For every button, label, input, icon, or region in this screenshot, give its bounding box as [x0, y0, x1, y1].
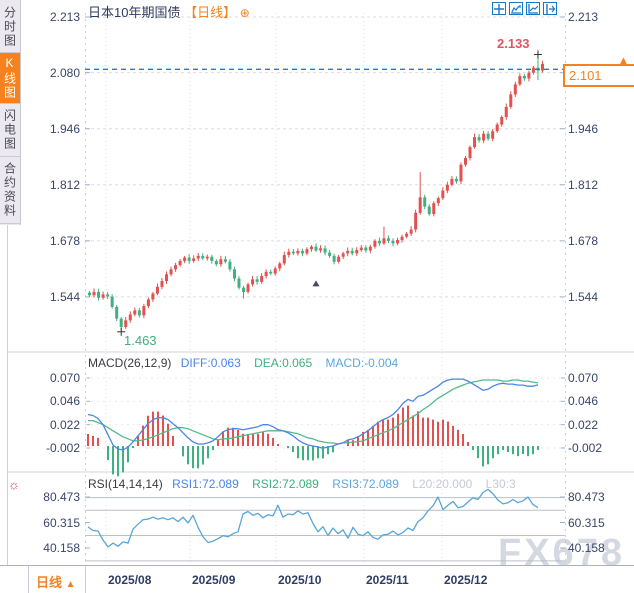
time-axis-bar: 日线 ▲ 2025/08 2025/09 2025/10 2025/11 202…	[0, 565, 634, 593]
y-axis-label: 80.473	[43, 490, 80, 504]
y-axis-label: 1.946	[49, 121, 80, 136]
y-axis-label: 60.315	[568, 515, 605, 530]
x-axis-date: 2025/12	[444, 573, 488, 587]
x-axis-date: 2025/11	[366, 573, 409, 587]
chart-toolbar	[492, 2, 557, 15]
last-price-tag: 2.101	[563, 64, 634, 87]
period-arrow-icon: ▲	[65, 579, 76, 590]
macd-name: MACD(26,12,9)	[88, 356, 172, 370]
y-axis-label: 80.473	[568, 490, 605, 504]
y-axis-label: 0.046	[568, 394, 599, 409]
high-price-label: 2.133	[497, 36, 530, 51]
macd-dea-value: DEA:0.065	[254, 356, 313, 370]
indicator-settings-icon[interactable]: ☼	[8, 477, 20, 492]
y-axis-label: 2.213	[568, 10, 599, 24]
sidebar-tab-kline[interactable]: K线图	[0, 53, 20, 104]
rsi2-value: RSI2:72.089	[252, 477, 319, 491]
y-axis-label: 0.070	[568, 371, 599, 385]
sidebar-tab-lightning[interactable]: 闪电图	[0, 104, 20, 157]
sidebar-tab-label: 分时图	[2, 6, 17, 48]
rsi-name: RSI(14,14,14)	[88, 477, 163, 491]
y-axis-label: 0.070	[49, 371, 80, 385]
y-axis-label: 1.678	[49, 233, 80, 248]
axis-chart-icon[interactable]	[526, 2, 540, 15]
rsi1-value: RSI1:72.089	[172, 477, 239, 491]
y-axis-label: 0.022	[568, 417, 599, 432]
sidebar-tab-timeshare[interactable]: 分时图	[0, 2, 20, 53]
left-edge-divider	[7, 225, 8, 593]
sidebar-tab-label: 合约资料	[2, 162, 17, 218]
y-axis-label: 2.080	[49, 65, 80, 80]
sidebar: 分时图 K线图 闪电图 合约资料	[0, 0, 21, 225]
rsi-l30-value: L30:3	[485, 477, 516, 491]
y-axis-label: 40.158	[43, 541, 80, 555]
y-axis-label: 0.022	[49, 417, 80, 432]
fit-chart-icon[interactable]	[509, 2, 523, 15]
y-axis-label: 40.158	[568, 541, 605, 555]
period-selector[interactable]: 日线 ▲	[36, 572, 76, 591]
rsi3-value: RSI3:72.089	[332, 477, 399, 491]
sidebar-tab-contract-info[interactable]: 合约资料	[0, 157, 20, 224]
add-circle-icon[interactable]: ⊕	[239, 6, 250, 20]
x-axis-date: 2025/08	[108, 573, 152, 587]
macd-header[interactable]: MACD(26,12,9) DIFF:0.063 DEA:0.065 MACD:…	[88, 356, 398, 370]
rsi-header[interactable]: RSI(14,14,14) RSI1:72.089 RSI2:72.089 RS…	[88, 477, 516, 491]
macd-diff-value: DIFF:0.063	[180, 356, 241, 370]
chart-title: 日本10年期国债 【日线】 ⊕	[88, 2, 250, 21]
bottom-divider	[28, 566, 29, 593]
x-axis-date: 2025/10	[278, 573, 322, 587]
y-axis-label: 1.544	[568, 289, 599, 304]
collapse-right-icon[interactable]	[543, 2, 557, 15]
price-up-arrow-icon: ▲	[617, 53, 630, 68]
y-axis-label: 1.946	[568, 121, 599, 136]
x-axis-date: 2025/09	[192, 573, 236, 587]
period-tag[interactable]: 【日线】	[184, 5, 237, 20]
sidebar-tab-label: 闪电图	[2, 109, 17, 151]
y-axis-label: 0.046	[49, 394, 80, 409]
y-axis-label: 2.213	[49, 10, 80, 24]
period-label: 日线	[36, 575, 63, 590]
y-axis-label: 1.812	[49, 177, 80, 192]
y-axis-label: 60.315	[43, 515, 80, 530]
instrument-name: 日本10年期国债	[88, 5, 181, 20]
y-axis-label: -0.002	[568, 440, 603, 455]
low-price-label: 1.463	[124, 333, 157, 348]
sidebar-tab-label: K线图	[2, 56, 17, 100]
rsi-l20-value: L20:20.000	[412, 477, 473, 491]
macd-hist-value: MACD:-0.004	[325, 356, 399, 370]
bottom-divider	[85, 566, 86, 593]
crosshair-icon[interactable]	[492, 2, 506, 15]
y-axis-label: 1.678	[568, 233, 599, 248]
y-axis-label: -0.002	[45, 440, 80, 455]
y-axis-label: 1.544	[49, 289, 80, 304]
y-axis-label: 1.812	[568, 177, 599, 192]
